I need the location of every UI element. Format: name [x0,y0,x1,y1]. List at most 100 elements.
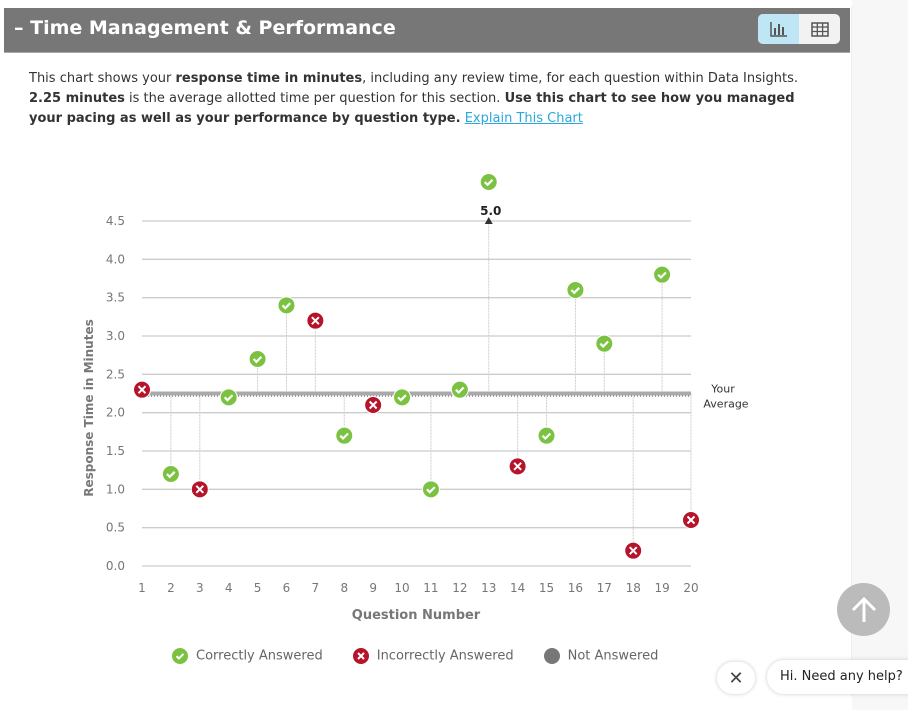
check-circle-icon [172,648,188,664]
y-tick-label: 2.0 [106,406,125,420]
x-tick-label: 7 [312,581,320,595]
x-tick-label: 5 [254,581,262,595]
desc-text: This chart shows your [29,71,176,86]
desc-bold: 2.25 minutes [29,91,125,106]
x-icon [686,515,696,525]
chat-help-bubble[interactable]: Hi. Need any help? [767,660,908,694]
check-icon [599,340,609,349]
section-title: – Time Management & Performance [14,17,396,39]
desc-text: is the average allotted time per questio… [124,91,505,106]
x-tick-label: 20 [683,581,698,595]
section-header[interactable]: – Time Management & Performance [4,8,850,53]
x-icon [513,462,522,471]
x-tick-label: 17 [597,581,612,595]
x-tick-label: 13 [481,581,496,595]
x-tick-label: 18 [626,581,641,595]
table-view-button[interactable] [799,14,840,44]
legend-correct[interactable]: Correctly Answered [172,648,323,664]
x-icon [311,316,320,325]
overflow-label: 5.0 [480,204,501,218]
x-tick-label: 3 [196,581,204,595]
data-point-correct [335,426,354,445]
desc-bold: Use this chart to see how you managed yo… [29,91,795,126]
scroll-to-top-button[interactable] [837,583,890,636]
check-icon [281,302,292,310]
data-point-correct [219,388,238,407]
check-icon [570,287,580,295]
x-tick-label: 12 [452,581,467,595]
check-icon [455,386,465,395]
average-label: Your [710,383,735,396]
average-label: Average [703,398,748,411]
desc-bold: response time in minutes [175,71,363,86]
explain-chart-link[interactable]: Explain This Chart [464,111,583,126]
chart-description: This chart shows your response time in m… [29,69,829,129]
x-tick-label: 2 [167,581,175,595]
x-tick-label: 1 [138,581,146,595]
x-circle-icon [352,648,369,664]
x-tick-label: 14 [510,581,525,595]
y-tick-label: 1.5 [106,444,125,458]
x-icon [195,485,204,494]
y-tick-label: 0.5 [106,521,125,535]
legend-label: Incorrectly Answered [376,648,514,664]
data-point-correct [479,173,498,191]
check-icon [483,179,494,187]
check-icon [541,432,552,441]
x-tick-label: 19 [654,581,669,595]
data-point-correct [421,480,440,499]
overflow-arrow [484,217,493,224]
y-tick-label: 1.0 [106,482,125,496]
x-tick-label: 16 [568,581,583,595]
check-icon [166,471,176,479]
legend-incorrect[interactable]: Incorrectly Answered [352,648,514,664]
time-management-card [4,6,852,696]
y-tick-label: 2.5 [106,367,125,381]
x-icon [368,400,378,410]
bar-chart-icon [769,22,787,37]
gray-circle-icon [543,648,560,664]
legend-label: Not Answered [567,648,659,664]
desc-text: , including any review time, for each qu… [362,71,798,86]
y-tick-label: 4.0 [106,252,125,266]
check-icon [426,486,436,494]
data-point-correct [653,265,672,284]
chart-view-button[interactable] [758,14,799,44]
table-icon [810,21,829,37]
data-point-correct [393,388,412,407]
y-tick-label: 3.0 [106,329,125,343]
y-tick-label: 3.5 [106,291,125,305]
x-tick-label: 10 [394,581,409,595]
x-tick-label: 6 [283,581,291,595]
x-tick-label: 11 [423,581,438,595]
data-point-correct [277,296,296,315]
data-point-correct [161,465,180,483]
view-toggle [758,14,840,44]
x-tick-label: 9 [369,581,377,595]
x-icon [629,546,638,555]
y-tick-label: 4.5 [106,214,125,228]
check-icon [339,432,349,441]
x-tick-label: 4 [225,581,233,595]
chat-close-button[interactable]: ✕ [717,662,755,694]
legend-label: Correctly Answered [196,648,323,664]
y-axis-label: Response Time in Minutes [82,319,96,496]
arrow-up-icon [851,596,876,622]
x-tick-label: 15 [539,581,554,595]
x-tick-label: 8 [340,581,348,595]
legend-not-answered[interactable]: Not Answered [543,648,659,664]
check-icon [657,271,667,280]
y-tick-label: 0.0 [106,559,125,573]
data-point-correct [248,350,267,368]
check-icon [223,394,234,402]
chart-legend: Correctly Answered Incorrectly Answered … [172,648,658,664]
x-icon [137,385,147,394]
check-icon [252,356,263,364]
data-point-correct [537,426,556,445]
x-axis-label: Question Number [352,608,481,623]
data-point-correct [450,380,469,399]
data-point-correct [566,281,585,299]
check-icon [397,394,407,402]
data-point-correct [595,334,614,353]
